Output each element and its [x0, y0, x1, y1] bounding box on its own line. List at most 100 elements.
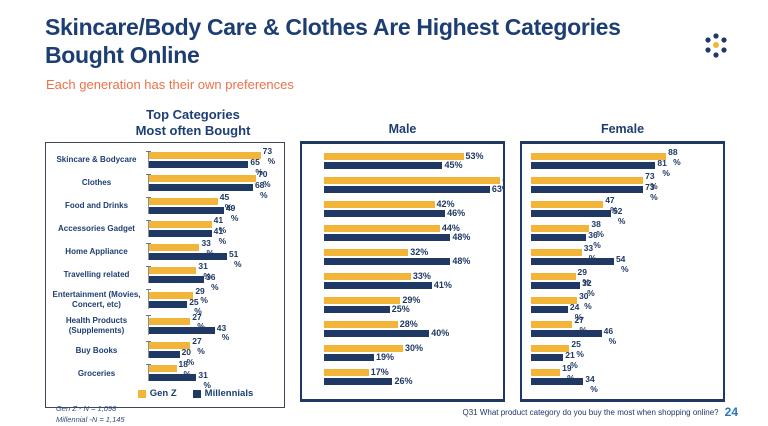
bar-pair: 29% 32%	[531, 268, 723, 297]
bar-group: Health Products (Supplements) 27% 43%	[49, 313, 282, 342]
bar-genz: 53%	[324, 152, 484, 161]
value-label: 20%	[181, 347, 195, 367]
bar-pair: 73% 65%	[146, 147, 282, 176]
bar-genz: 33%	[149, 239, 214, 257]
overall-panel-title: Top Categories Most often Bought	[135, 107, 251, 139]
footer: Q31 What product category do you buy the…	[462, 405, 738, 419]
bar-group: 73% 73%	[531, 172, 723, 201]
bar-pair: 31% 36%	[146, 262, 282, 291]
bar-millennials: 43%	[149, 324, 229, 341]
category-label: Travelling related	[63, 270, 130, 280]
bar-group: 67%63%	[324, 176, 503, 194]
value-label: 45%	[219, 192, 233, 212]
value-label: 43%	[216, 322, 230, 343]
bar-pair: 28% 40%	[324, 320, 503, 338]
value-label: 65%	[250, 157, 263, 177]
bar-genz: 41%	[149, 216, 226, 234]
value-label: 40%	[431, 328, 450, 338]
bar-pair: 73% 73%	[531, 172, 723, 201]
bar-genz: 31%	[149, 262, 211, 280]
bar-millennials: 73%	[531, 183, 658, 201]
value-label: 70%	[258, 169, 271, 189]
bar-group: 88% 81%	[531, 148, 723, 177]
value-label: 54%	[615, 254, 629, 274]
value-label: 41%	[213, 215, 227, 235]
bar-millennials: 20%	[149, 348, 194, 366]
value-label: 34%	[585, 374, 598, 394]
value-label: 32%	[582, 278, 595, 298]
survey-question: Q31 What product category do you buy the…	[462, 407, 719, 417]
legend-item-genz: Gen Z	[137, 388, 177, 400]
value-label: 68%	[254, 180, 268, 200]
value-label: 52%	[612, 206, 626, 226]
value-label: 25%	[189, 296, 202, 317]
bar-millennials: 46%	[324, 209, 465, 218]
overall-chart-panel: Skincare & Bodycare 73% 65% Clothes 70% 68% Fo…	[45, 142, 285, 408]
bar-millennials: 21%	[531, 351, 578, 369]
value-label: 27%	[192, 336, 205, 356]
value-label: 27%	[192, 311, 205, 331]
bar-group: 33% 54%	[531, 244, 723, 273]
bar-group: 29% 32%	[531, 268, 723, 297]
bar-group: 28% 40%	[324, 320, 503, 338]
bar-pair: 41% 41%	[146, 216, 282, 245]
bar-genz: 33%	[531, 244, 596, 262]
value-label: 46%	[447, 208, 466, 218]
sample-size-footnotes: Gen Z - N = 1,098 Millennial -N = 1,145	[56, 404, 125, 425]
bar-millennials: 45%	[324, 161, 462, 170]
bar-millennials: 19%	[324, 353, 394, 362]
male-chart-rows: 53%45%67%63%42%46%44%48%32%48%33%41%29%2…	[324, 152, 503, 386]
bar-pair: 33% 41%	[324, 272, 503, 290]
male-chart-panel: 53%45%67%63%42%46%44%48%32%48%33%41%29%2…	[300, 141, 505, 402]
bar-genz: 30%	[324, 344, 423, 353]
bar-genz: 70%	[149, 170, 271, 188]
bar-pair: 30% 19%	[324, 344, 503, 362]
bar-genz: 18%	[149, 360, 191, 378]
bar-group: 29% 25%	[324, 296, 503, 314]
category-label: Skincare & Bodycare	[56, 155, 137, 165]
value-label: 48%	[452, 232, 471, 242]
bar-millennials: 34%	[531, 375, 598, 393]
bar-pair: 19% 34%	[531, 364, 723, 393]
subtitle: Each generation has their own preference…	[46, 77, 294, 92]
female-panel-title: Female	[600, 122, 645, 136]
bar-genz: 45%	[149, 193, 232, 211]
value-label: 29%	[577, 267, 591, 287]
value-label: 36%	[588, 230, 601, 250]
bar-millennials: 51%	[149, 250, 242, 268]
value-label: 88%	[668, 147, 681, 167]
bar-pair: 30% 24%	[531, 292, 723, 321]
legend-label-genz: Gen Z	[149, 388, 177, 400]
bar-pair: 47% 52%	[531, 196, 723, 225]
bar-genz: 30%	[531, 292, 592, 310]
bar-pair: 29% 25%	[324, 296, 503, 314]
bar-pair: 27% 46%	[531, 316, 723, 345]
value-label: 31%	[198, 261, 211, 281]
bar-pair: 70% 68%	[146, 170, 282, 199]
value-label: 26%	[394, 376, 413, 386]
bar-genz: 27%	[149, 313, 205, 330]
bar-millennials: 68%	[149, 181, 268, 199]
value-label: 30%	[579, 291, 592, 311]
page-number: 24	[724, 405, 738, 419]
value-label: 48%	[452, 256, 471, 266]
bar-group: 33% 41%	[324, 272, 503, 290]
category-label: Home Appliance	[65, 247, 128, 257]
category-label: Clothes	[81, 178, 112, 188]
bar-millennials: 36%	[149, 273, 219, 291]
bar-group: Groceries 18% 31%	[49, 360, 282, 389]
bar-pair: 18% 31%	[146, 360, 282, 389]
category-label: Groceries	[77, 368, 116, 378]
legend: Gen Z Millennials	[109, 388, 282, 399]
value-label: 49%	[225, 203, 239, 223]
female-chart-rows: 88%81%73%73%47%52%38%36%33%54%29%32%30%2…	[531, 148, 723, 393]
genz-swatch-icon	[137, 389, 146, 398]
millennials-swatch-icon	[192, 389, 201, 398]
page-title: Skincare/Body Care & Clothes Are Highest…	[45, 14, 621, 68]
bar-genz: 32%	[324, 248, 428, 257]
bar-pair: 67%63%	[324, 176, 503, 194]
value-label: 51%	[228, 249, 242, 269]
value-label: 46%	[603, 326, 617, 346]
bar-genz: 17%	[324, 368, 389, 377]
value-label: 27%	[574, 315, 587, 334]
